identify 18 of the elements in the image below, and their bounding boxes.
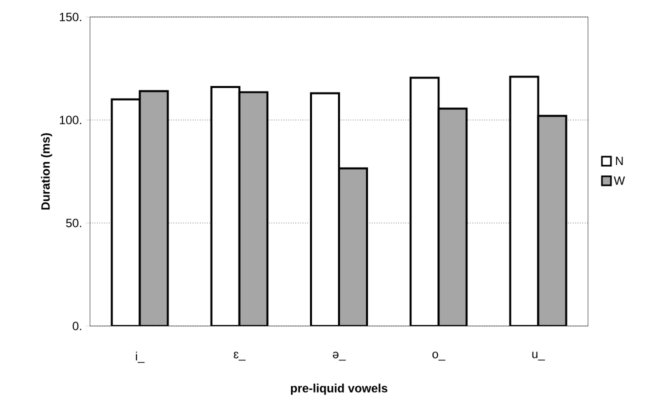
bar [138, 90, 169, 326]
x-tick-label: i_ [136, 352, 145, 363]
bar [338, 167, 368, 326]
y-tick-label: 150. [60, 12, 82, 22]
x-tick-label: o_ [432, 352, 446, 361]
y-tick-label: 100. [60, 116, 82, 124]
bar [537, 114, 568, 326]
legend-label: W [614, 176, 625, 185]
text: N [616, 156, 623, 166]
x-tick-label: ə_ [332, 352, 346, 361]
y-tick-label: 50. [66, 218, 82, 228]
y-axis-title: Duration (ms) [40, 133, 52, 210]
bar [438, 108, 468, 326]
y-tick-label: 0. [72, 322, 82, 330]
bar [238, 91, 268, 326]
x-axis-title: pre-liquid vowels [290, 384, 388, 395]
x-tick-label: u_ [532, 352, 545, 360]
x-tick-label: ɛ_ [234, 352, 246, 361]
